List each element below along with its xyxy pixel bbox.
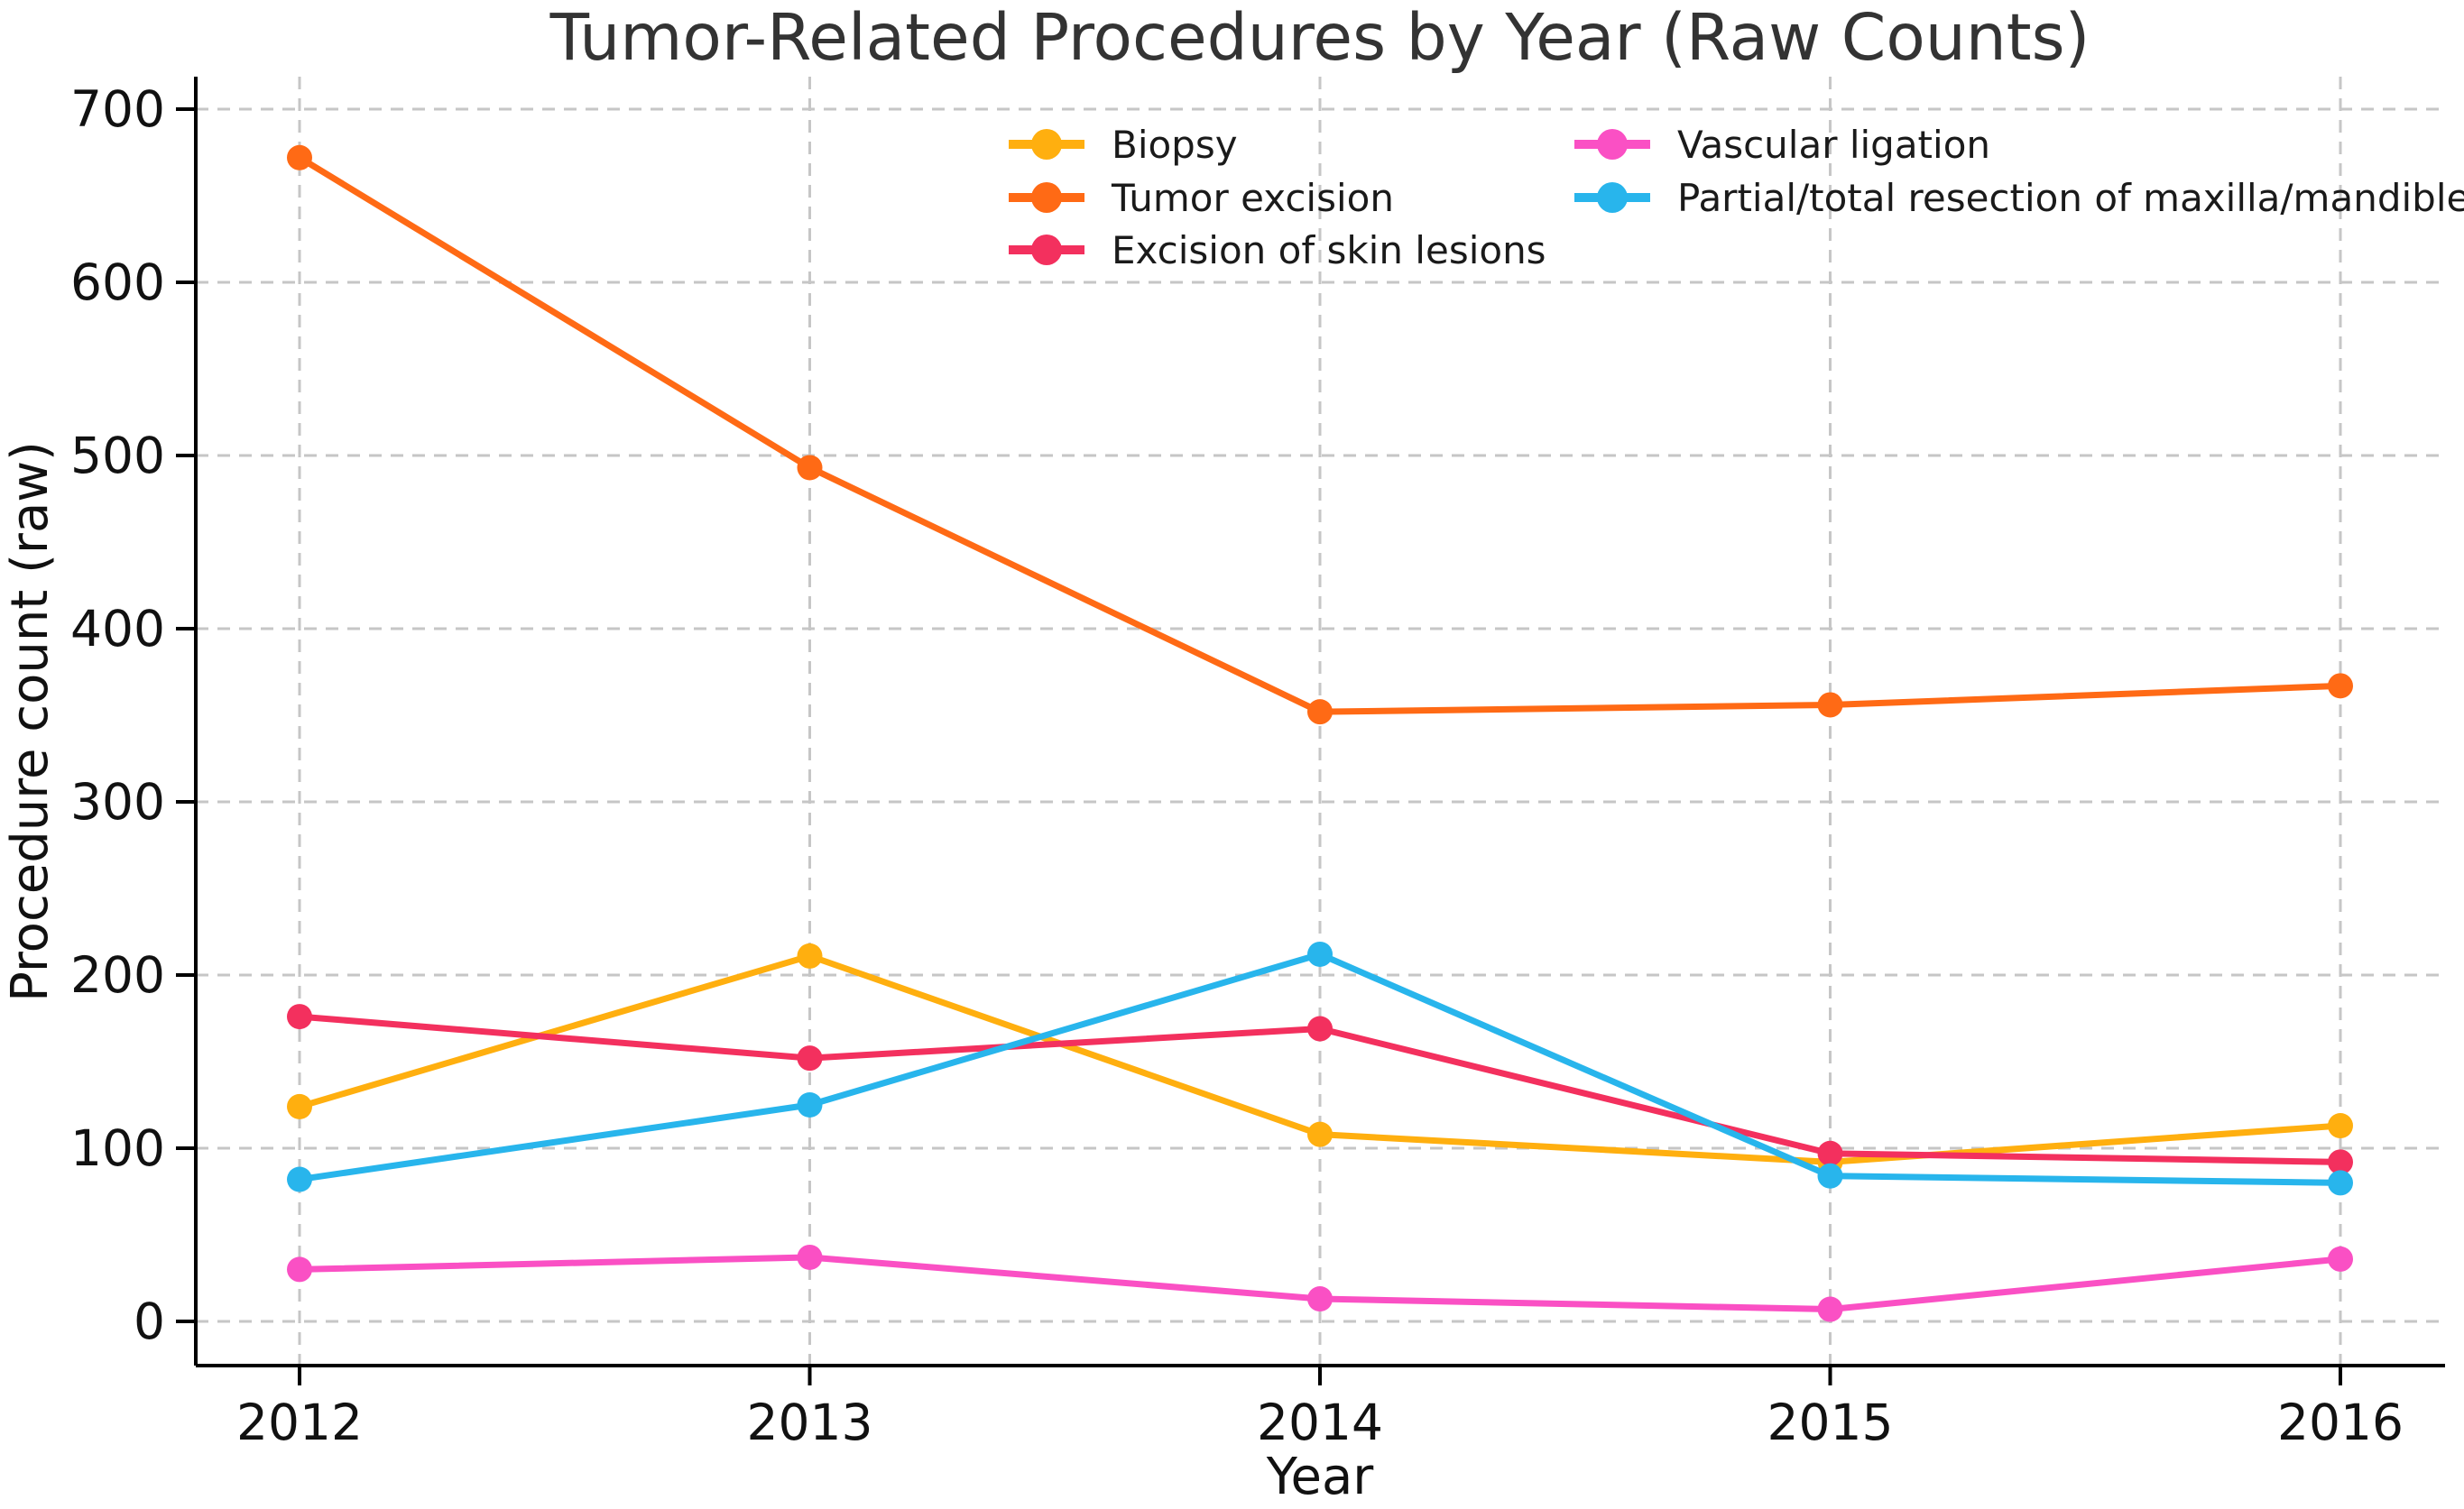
legend-marker-excision-of-skin-lesions <box>1031 235 1062 265</box>
legend-label-excision-of-skin-lesions: Excision of skin lesions <box>1112 228 1546 272</box>
chart-title: Tumor-Related Procedures by Year (Raw Co… <box>549 0 2090 75</box>
legend-item-partial-total-resection-of-maxilla-mandible: Partial/total resection of maxilla/mandi… <box>1574 176 2464 220</box>
chart-legend: Biopsy Tumor excision Excision of skin les… <box>1009 123 2464 272</box>
data-point-partial-total-resection-of-maxilla-mandible-2012 <box>287 1166 312 1192</box>
x-tick-label-2013: 2013 <box>747 1394 873 1451</box>
y-tick-label-500: 500 <box>70 427 165 484</box>
legend-label-biopsy: Biopsy <box>1112 123 1238 167</box>
data-point-partial-total-resection-of-maxilla-mandible-2015 <box>1817 1163 1843 1189</box>
data-point-excision-of-skin-lesions-2016 <box>2328 1149 2353 1175</box>
series-partial-total-resection-of-maxilla-mandible <box>287 941 2353 1196</box>
series-tumor-excision <box>287 144 2353 725</box>
data-point-partial-total-resection-of-maxilla-mandible-2014 <box>1307 941 1333 967</box>
legend-marker-vascular-ligation <box>1597 129 1628 160</box>
x-tick-label-2016: 2016 <box>2277 1394 2404 1451</box>
data-point-vascular-ligation-2013 <box>797 1244 823 1270</box>
data-point-biopsy-2014 <box>1307 1121 1333 1147</box>
data-point-biopsy-2012 <box>287 1093 312 1119</box>
legend-label-tumor-excision: Tumor excision <box>1111 176 1394 220</box>
grid-layer <box>196 77 2445 1366</box>
legend-item-excision-of-skin-lesions: Excision of skin lesions <box>1009 228 1546 272</box>
data-point-biopsy-2013 <box>797 943 823 969</box>
legend-item-tumor-excision: Tumor excision <box>1009 176 1394 220</box>
data-point-vascular-ligation-2016 <box>2328 1246 2353 1272</box>
data-point-biopsy-2016 <box>2328 1113 2353 1139</box>
y-tick-label-0: 0 <box>134 1293 165 1350</box>
legend-marker-biopsy <box>1031 129 1062 160</box>
y-axis-label: Procedure count (raw) <box>1 441 60 1002</box>
legend-item-vascular-ligation: Vascular ligation <box>1574 123 1990 167</box>
y-tick-label-300: 300 <box>70 773 165 831</box>
data-point-tumor-excision-2016 <box>2328 673 2353 699</box>
y-tick-label-700: 700 <box>70 80 165 138</box>
x-tick-label-2015: 2015 <box>1767 1394 1894 1451</box>
data-point-vascular-ligation-2015 <box>1817 1296 1843 1322</box>
data-point-partial-total-resection-of-maxilla-mandible-2016 <box>2328 1170 2353 1196</box>
y-tick-label-200: 200 <box>70 946 165 1004</box>
series-vascular-ligation <box>287 1244 2353 1322</box>
axis-ticks: 0 100 200 300 400 500 600 700 2012 2013 2014 2015 20… <box>70 80 2404 1451</box>
y-tick-label-600: 600 <box>70 253 165 311</box>
legend-label-partial-total-resection-of-maxilla-mandible: Partial/total resection of maxilla/mandi… <box>1677 176 2464 220</box>
data-point-tumor-excision-2015 <box>1817 692 1843 718</box>
data-point-tumor-excision-2012 <box>287 144 312 170</box>
data-point-excision-of-skin-lesions-2012 <box>287 1004 312 1030</box>
data-series <box>287 144 2353 1322</box>
legend-marker-partial-total-resection-of-maxilla-mandible <box>1597 182 1628 213</box>
data-point-tumor-excision-2014 <box>1307 699 1333 725</box>
data-point-excision-of-skin-lesions-2015 <box>1817 1140 1843 1166</box>
y-tick-label-100: 100 <box>70 1119 165 1177</box>
legend-item-biopsy: Biopsy <box>1009 123 1238 167</box>
x-tick-label-2014: 2014 <box>1257 1394 1383 1451</box>
series-biopsy <box>287 943 2353 1175</box>
data-point-partial-total-resection-of-maxilla-mandible-2013 <box>797 1092 823 1118</box>
y-tick-label-400: 400 <box>70 600 165 658</box>
data-point-excision-of-skin-lesions-2013 <box>797 1045 823 1072</box>
data-point-tumor-excision-2013 <box>797 455 823 481</box>
x-axis-label: Year <box>1266 1448 1375 1506</box>
x-tick-label-2012: 2012 <box>236 1394 363 1451</box>
series-excision-of-skin-lesions <box>287 1004 2353 1175</box>
data-point-excision-of-skin-lesions-2014 <box>1307 1016 1333 1042</box>
data-point-vascular-ligation-2014 <box>1307 1286 1333 1312</box>
data-point-vascular-ligation-2012 <box>287 1256 312 1283</box>
legend-label-vascular-ligation: Vascular ligation <box>1677 123 1990 167</box>
legend-marker-tumor-excision <box>1031 182 1062 213</box>
